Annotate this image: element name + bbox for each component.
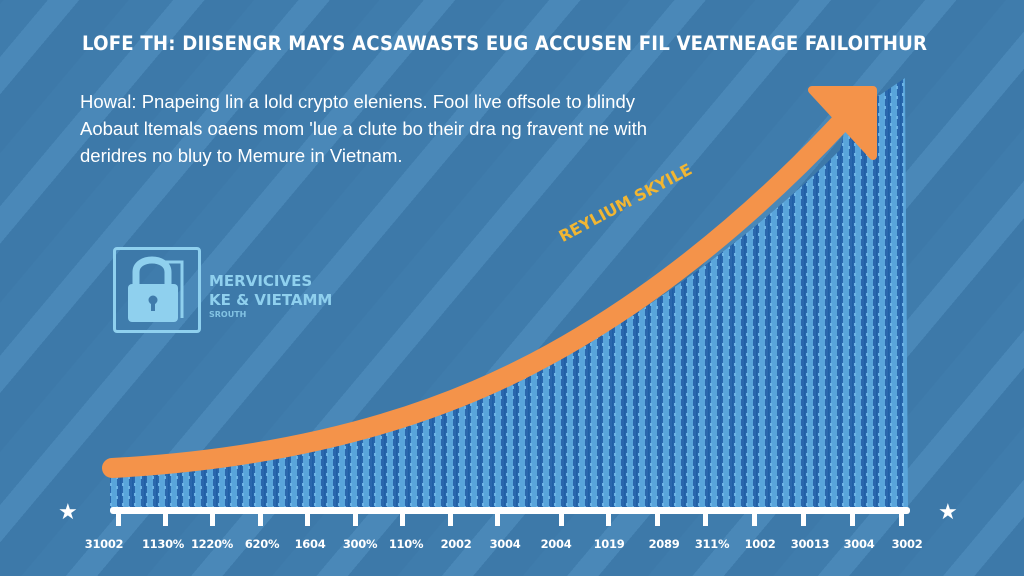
x-axis-label: 620% xyxy=(244,537,280,551)
x-axis-label: 3004 xyxy=(843,537,875,551)
x-axis-label: 31002 xyxy=(84,537,124,551)
badge-line-1: MERVICIVES xyxy=(209,272,313,290)
bar-area xyxy=(110,78,908,508)
x-axis-label: 2089 xyxy=(648,537,680,551)
x-axis-label: 1220% xyxy=(190,537,234,551)
intro-line: deridres no bluy to Memure in Vietnam. xyxy=(80,145,403,166)
star-icon: ★ xyxy=(58,500,78,525)
x-axis-label: 30013 xyxy=(790,537,830,551)
x-axis-label: 2004 xyxy=(540,537,572,551)
x-axis-label: 311% xyxy=(694,537,730,551)
x-axis-label: 3004 xyxy=(489,537,521,551)
x-axis-label: 1604 xyxy=(294,537,326,551)
x-axis-label: 1019 xyxy=(593,537,625,551)
x-axis-label: 3002 xyxy=(891,537,923,551)
intro-line: Howal: Pnapeing lin a lold crypto elenie… xyxy=(80,91,635,112)
security-badge xyxy=(113,247,201,333)
intro-text: Howal: Pnapeing lin a lold crypto elenie… xyxy=(80,88,720,169)
page-title: LOFE TH: DIISENGR MAYS ACSAWASTS EUG ACC… xyxy=(82,32,928,55)
x-axis-label: 2002 xyxy=(440,537,472,551)
padlock-icon xyxy=(128,256,184,322)
x-axis-line xyxy=(110,507,910,514)
x-axis-label: 1002 xyxy=(744,537,776,551)
trend-arrow-head xyxy=(808,86,877,160)
badge-line-2: KE & VIETAMM xyxy=(209,291,333,309)
x-axis-label: 110% xyxy=(388,537,424,551)
x-axis-ticks xyxy=(116,510,904,526)
badge-text: MERVICIVES KE & VIETAMM SROUTH xyxy=(209,272,332,320)
x-axis-labels: 31002 1130% 1220% 620% 1604 300% 110% 20… xyxy=(0,537,1024,557)
x-axis-label: 300% xyxy=(342,537,378,551)
badge-line-3: SROUTH xyxy=(209,310,247,319)
x-axis-label: 1130% xyxy=(141,537,185,551)
star-icon: ★ xyxy=(938,500,958,525)
intro-line: Aobaut ltemals oaens mom 'lue a clute bo… xyxy=(80,118,648,139)
trend-arrow-line xyxy=(102,108,855,478)
